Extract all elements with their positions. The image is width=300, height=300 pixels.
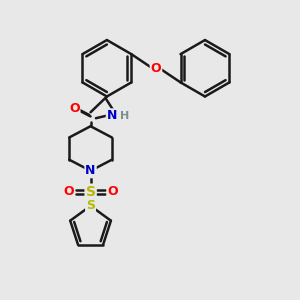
Text: H: H xyxy=(120,111,129,121)
Text: S: S xyxy=(85,184,96,199)
Text: O: O xyxy=(69,102,80,115)
Text: O: O xyxy=(63,185,74,198)
Text: O: O xyxy=(107,185,118,198)
Text: N: N xyxy=(85,164,96,177)
Text: O: O xyxy=(151,62,161,75)
Text: S: S xyxy=(86,200,95,212)
Text: N: N xyxy=(107,109,117,122)
